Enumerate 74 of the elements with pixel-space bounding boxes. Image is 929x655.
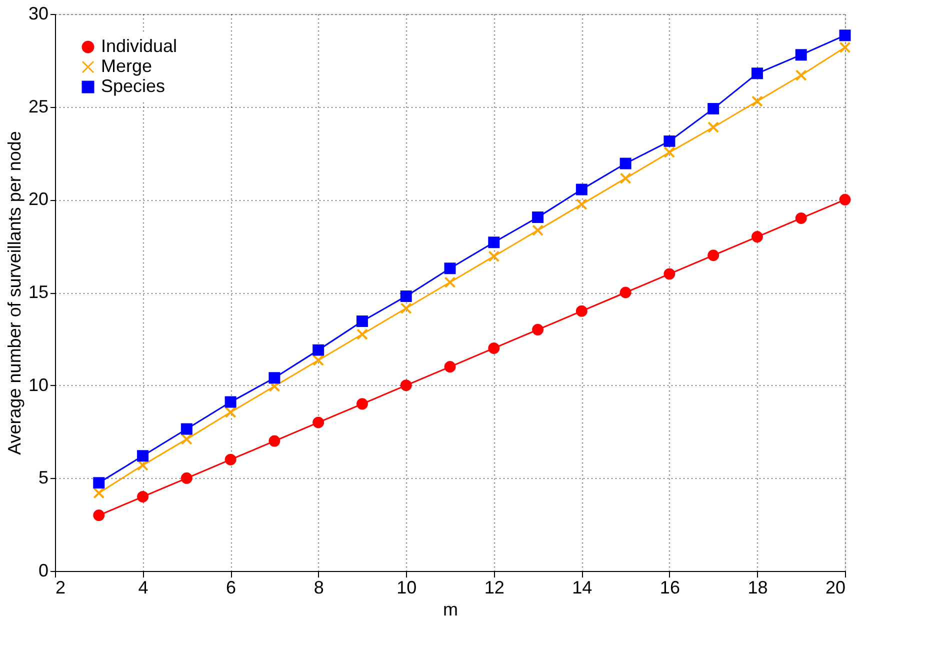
- point: [664, 146, 676, 158]
- point: [224, 396, 236, 408]
- point: [356, 316, 368, 328]
- point: [708, 122, 720, 133]
- x-tick-label: 18: [748, 578, 768, 598]
- point: [312, 416, 324, 428]
- point: [751, 96, 763, 108]
- point: [444, 276, 456, 288]
- x-tick-label: 8: [314, 578, 324, 598]
- x-tick-label: 4: [138, 578, 148, 598]
- point: [751, 231, 763, 243]
- y-tick-label: 0: [38, 560, 48, 580]
- point: [795, 70, 807, 82]
- point: [93, 510, 105, 522]
- point: [708, 250, 720, 262]
- point: [137, 491, 149, 502]
- x-axis-title: m: [443, 600, 458, 620]
- point: [180, 433, 192, 445]
- point: [795, 212, 807, 224]
- point: [620, 286, 632, 298]
- point: [664, 135, 676, 147]
- point: [664, 268, 676, 280]
- point: [839, 30, 851, 42]
- point: [93, 487, 105, 499]
- point: [839, 194, 851, 206]
- y-axis-title: Average number of surveillants per node: [4, 131, 24, 455]
- point: [576, 184, 588, 196]
- point: [137, 450, 149, 462]
- legend-label: Individual: [101, 36, 178, 56]
- x-tick-label: 6: [226, 578, 236, 598]
- point: [795, 49, 807, 61]
- point: [400, 302, 412, 314]
- point: [93, 477, 105, 489]
- y-tick-label: 20: [28, 189, 48, 210]
- point: [312, 344, 324, 356]
- legend-label: Merge: [101, 56, 152, 76]
- point: [488, 236, 500, 248]
- x-tick-label: 2: [56, 578, 66, 598]
- y-tick-label: 10: [28, 374, 48, 395]
- point: [180, 423, 192, 435]
- x-tick-label: 20: [825, 578, 846, 598]
- point: [268, 435, 280, 447]
- point: [224, 454, 236, 466]
- point: [356, 328, 368, 340]
- point: [444, 361, 456, 372]
- point: [180, 472, 192, 484]
- point: [488, 250, 500, 262]
- point: [620, 158, 632, 170]
- point: [532, 324, 544, 336]
- point: [400, 290, 412, 302]
- y-tick-label: 30: [28, 4, 48, 24]
- point: [576, 198, 588, 210]
- point: [488, 342, 500, 354]
- x-tick-label: 14: [572, 578, 592, 598]
- point: [312, 354, 324, 366]
- point: [224, 406, 236, 418]
- point: [576, 305, 588, 317]
- point: [620, 172, 632, 184]
- point: [532, 224, 544, 236]
- point: [708, 102, 720, 114]
- y-tick-label: 5: [38, 468, 48, 488]
- point: [532, 212, 544, 224]
- point: [400, 380, 412, 392]
- y-tick-label: 15: [28, 282, 48, 302]
- y-tick-label: 25: [28, 96, 48, 116]
- legend-label: Species: [101, 76, 166, 96]
- point: [751, 68, 763, 80]
- point: [839, 42, 851, 54]
- x-tick-label: 12: [484, 578, 504, 598]
- x-tick-label: 16: [660, 578, 680, 598]
- point: [444, 262, 456, 274]
- x-tick-label: 10: [396, 578, 417, 598]
- point: [356, 398, 368, 410]
- point: [268, 372, 280, 384]
